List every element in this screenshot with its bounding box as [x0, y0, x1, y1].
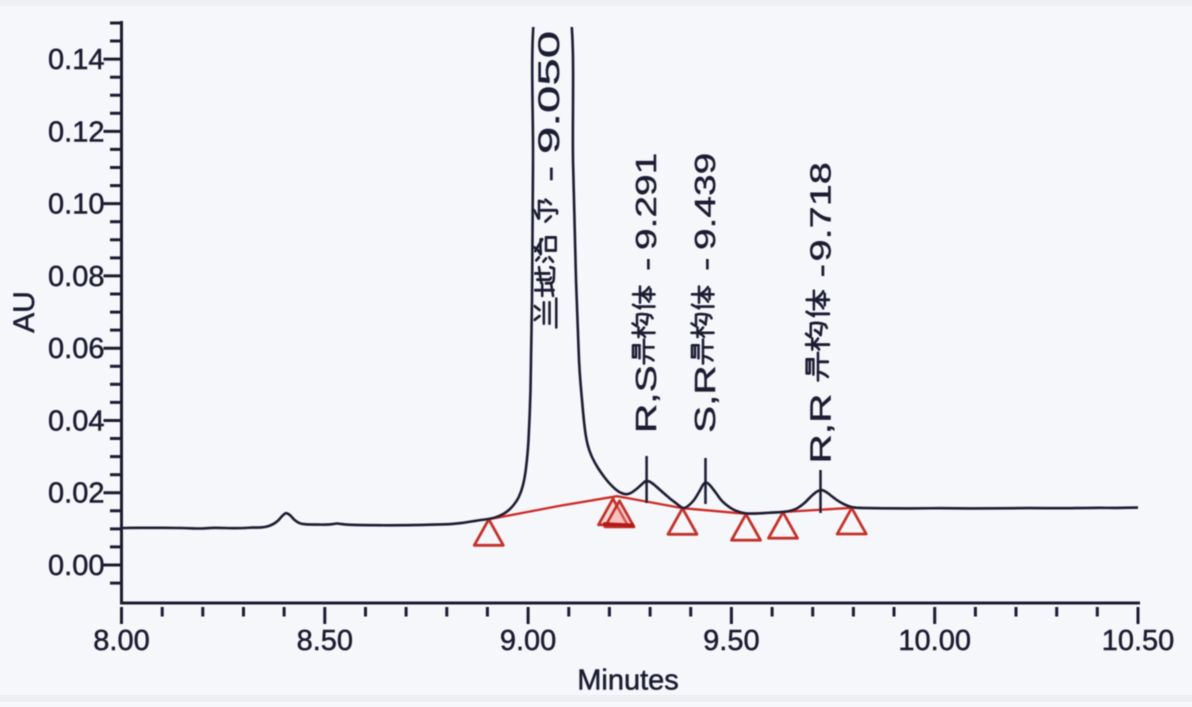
svg-text:S,R: S,R	[690, 365, 722, 433]
svg-text:0.10: 0.10	[48, 189, 104, 221]
svg-text:0.02: 0.02	[48, 478, 104, 510]
svg-text:9.718: 9.718	[805, 162, 837, 261]
svg-text:9.50: 9.50	[703, 625, 759, 657]
svg-text:-: -	[631, 257, 663, 271]
svg-text:R,R: R,R	[805, 394, 837, 464]
svg-text:9.291: 9.291	[631, 153, 663, 250]
svg-text:AU: AU	[8, 291, 41, 333]
svg-text:8.50: 8.50	[297, 625, 353, 657]
svg-text:-: -	[690, 257, 722, 271]
svg-text:9.00: 9.00	[500, 625, 556, 657]
svg-text:-: -	[532, 166, 566, 182]
svg-text:0.00: 0.00	[48, 550, 104, 582]
svg-text:10.50: 10.50	[1102, 625, 1175, 657]
svg-text:0.04: 0.04	[48, 406, 104, 438]
svg-text:0.14: 0.14	[48, 44, 104, 76]
svg-text:0.12: 0.12	[48, 116, 104, 148]
svg-text:0.06: 0.06	[48, 333, 104, 365]
svg-text:9.439: 9.439	[690, 153, 722, 250]
svg-text:0.08: 0.08	[48, 261, 104, 293]
svg-text:9.050: 9.050	[532, 31, 566, 154]
svg-text:R,S: R,S	[631, 365, 663, 433]
svg-text:-: -	[805, 264, 837, 278]
svg-text:Minutes: Minutes	[577, 665, 679, 697]
svg-text:8.00: 8.00	[93, 625, 149, 657]
svg-text:10.00: 10.00	[898, 625, 971, 657]
